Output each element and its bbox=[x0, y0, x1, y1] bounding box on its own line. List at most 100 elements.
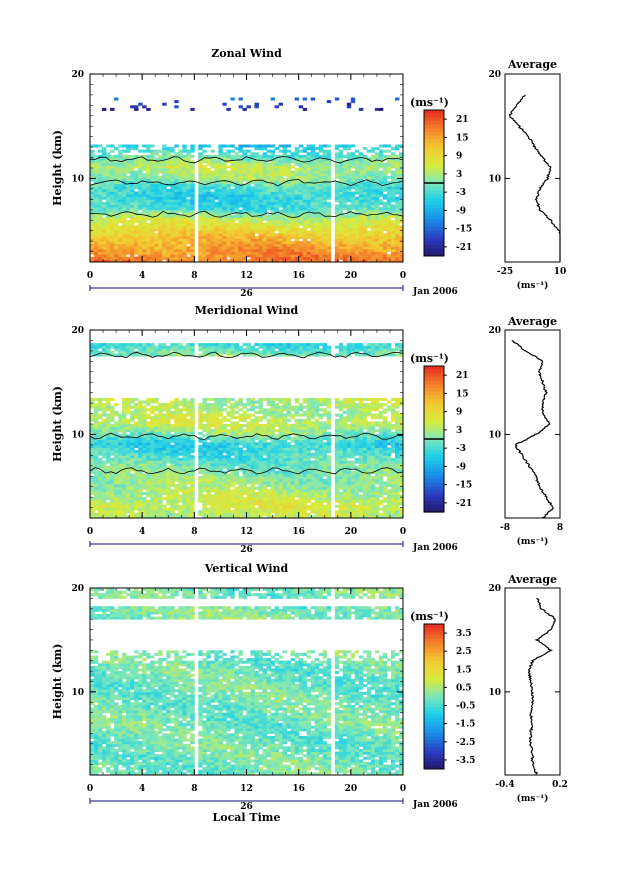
heatmap-cell bbox=[383, 484, 387, 487]
heatmap-cell bbox=[259, 497, 263, 500]
heatmap-cell bbox=[142, 257, 146, 260]
heatmap-cell bbox=[355, 487, 359, 490]
heatmap-cell bbox=[122, 155, 126, 158]
heatmap-cell bbox=[283, 254, 287, 257]
heatmap-cell bbox=[251, 513, 255, 516]
heatmap-cell bbox=[206, 241, 210, 244]
heatmap-cell bbox=[130, 244, 134, 247]
heatmap-cell bbox=[355, 492, 359, 495]
heatmap-cell bbox=[263, 168, 267, 171]
heatmap-cell bbox=[391, 210, 395, 213]
heatmap-cell bbox=[319, 508, 323, 511]
heatmap-cell bbox=[327, 189, 331, 192]
heatmap-cell bbox=[102, 249, 106, 252]
heatmap-cell bbox=[379, 252, 383, 255]
heatmap-cell bbox=[186, 476, 190, 479]
heatmap-cell bbox=[291, 476, 295, 479]
heatmap-cell bbox=[158, 231, 162, 234]
heatmap-cell bbox=[154, 173, 158, 176]
heatmap-cell bbox=[178, 207, 182, 210]
heatmap-cell bbox=[391, 152, 395, 155]
heatmap-cell bbox=[222, 218, 226, 221]
heatmap-cell bbox=[210, 505, 214, 508]
heatmap-cell bbox=[395, 147, 399, 150]
heatmap-cell bbox=[106, 163, 110, 166]
heatmap-cell bbox=[375, 481, 379, 484]
heatmap-cell bbox=[118, 158, 122, 161]
heatmap-cell bbox=[307, 476, 311, 479]
heatmap-cell bbox=[110, 186, 114, 189]
heatmap-cell bbox=[255, 466, 259, 469]
heatmap-cell bbox=[259, 210, 263, 213]
heatmap-cell bbox=[311, 186, 315, 189]
heatmap-cell bbox=[343, 505, 347, 508]
heatmap-cell bbox=[206, 220, 210, 223]
heatmap-cell bbox=[126, 220, 130, 223]
heatmap-cell bbox=[267, 505, 271, 508]
heatmap-cell bbox=[379, 246, 383, 249]
heatmap-cell bbox=[182, 236, 186, 239]
heatmap-cell bbox=[174, 145, 178, 148]
heatmap-cell bbox=[383, 244, 387, 247]
heatmap-cell bbox=[351, 484, 355, 487]
heatmap-cell bbox=[327, 249, 331, 252]
heatmap-cell bbox=[343, 171, 347, 174]
heatmap-cell bbox=[315, 178, 319, 181]
heatmap-cell bbox=[279, 241, 283, 244]
heatmap-cell bbox=[130, 176, 134, 179]
heatmap-cell bbox=[347, 463, 351, 466]
heatmap-cell bbox=[235, 197, 239, 200]
heatmap-cell bbox=[114, 487, 118, 490]
heatmap-cell bbox=[202, 233, 206, 236]
heatmap-cell bbox=[239, 147, 243, 150]
heatmap-cell bbox=[383, 510, 387, 513]
heatmap-cell bbox=[363, 489, 367, 492]
heatmap-cell bbox=[307, 178, 311, 181]
heatmap-cell bbox=[134, 199, 138, 202]
heatmap-cell bbox=[259, 147, 263, 150]
heatmap-cell bbox=[178, 508, 182, 511]
avg-x-label: (ms⁻¹) bbox=[517, 280, 549, 291]
heatmap-cell bbox=[214, 489, 218, 492]
heatmap-cell bbox=[275, 202, 279, 205]
heatmap-cell bbox=[343, 194, 347, 197]
heatmap-cell bbox=[114, 233, 118, 236]
heatmap-cell bbox=[303, 241, 307, 244]
heatmap-cell bbox=[375, 246, 379, 249]
heatmap-cell bbox=[114, 497, 118, 500]
heatmap-cell bbox=[94, 508, 98, 511]
heatmap-cell bbox=[383, 513, 387, 516]
heatmap-cell bbox=[162, 189, 166, 192]
heatmap-cell bbox=[102, 207, 106, 210]
heatmap-cell bbox=[114, 500, 118, 503]
heatmap-cell bbox=[146, 252, 150, 255]
heatmap-cell bbox=[383, 492, 387, 495]
heatmap-cell bbox=[375, 178, 379, 181]
heatmap-cell bbox=[347, 145, 351, 148]
heatmap-cell bbox=[255, 225, 259, 228]
heatmap-cell bbox=[343, 223, 347, 226]
heatmap-cell bbox=[170, 244, 174, 247]
heatmap-cell bbox=[327, 207, 331, 210]
heatmap-cell bbox=[235, 246, 239, 249]
heatmap-cell bbox=[327, 212, 331, 215]
heatmap-cell bbox=[158, 484, 162, 487]
heatmap-cell bbox=[230, 252, 234, 255]
colorbar-segment bbox=[424, 216, 444, 220]
heatmap-cell bbox=[311, 257, 315, 260]
heatmap-cell bbox=[311, 474, 315, 477]
heatmap-cell bbox=[102, 252, 106, 255]
heatmap-cell bbox=[307, 244, 311, 247]
heatmap-cell bbox=[275, 487, 279, 490]
heatmap-cell bbox=[259, 249, 263, 252]
heatmap-cell bbox=[303, 505, 307, 508]
heatmap-cell bbox=[130, 241, 134, 244]
heatmap-cell bbox=[275, 502, 279, 505]
heatmap-cell bbox=[279, 254, 283, 257]
heatmap-cell bbox=[363, 502, 367, 505]
heatmap-cell bbox=[323, 241, 327, 244]
heatmap-cell bbox=[343, 199, 347, 202]
heatmap-cell bbox=[226, 239, 230, 242]
heatmap-cell bbox=[174, 205, 178, 208]
heatmap-cell bbox=[299, 500, 303, 503]
